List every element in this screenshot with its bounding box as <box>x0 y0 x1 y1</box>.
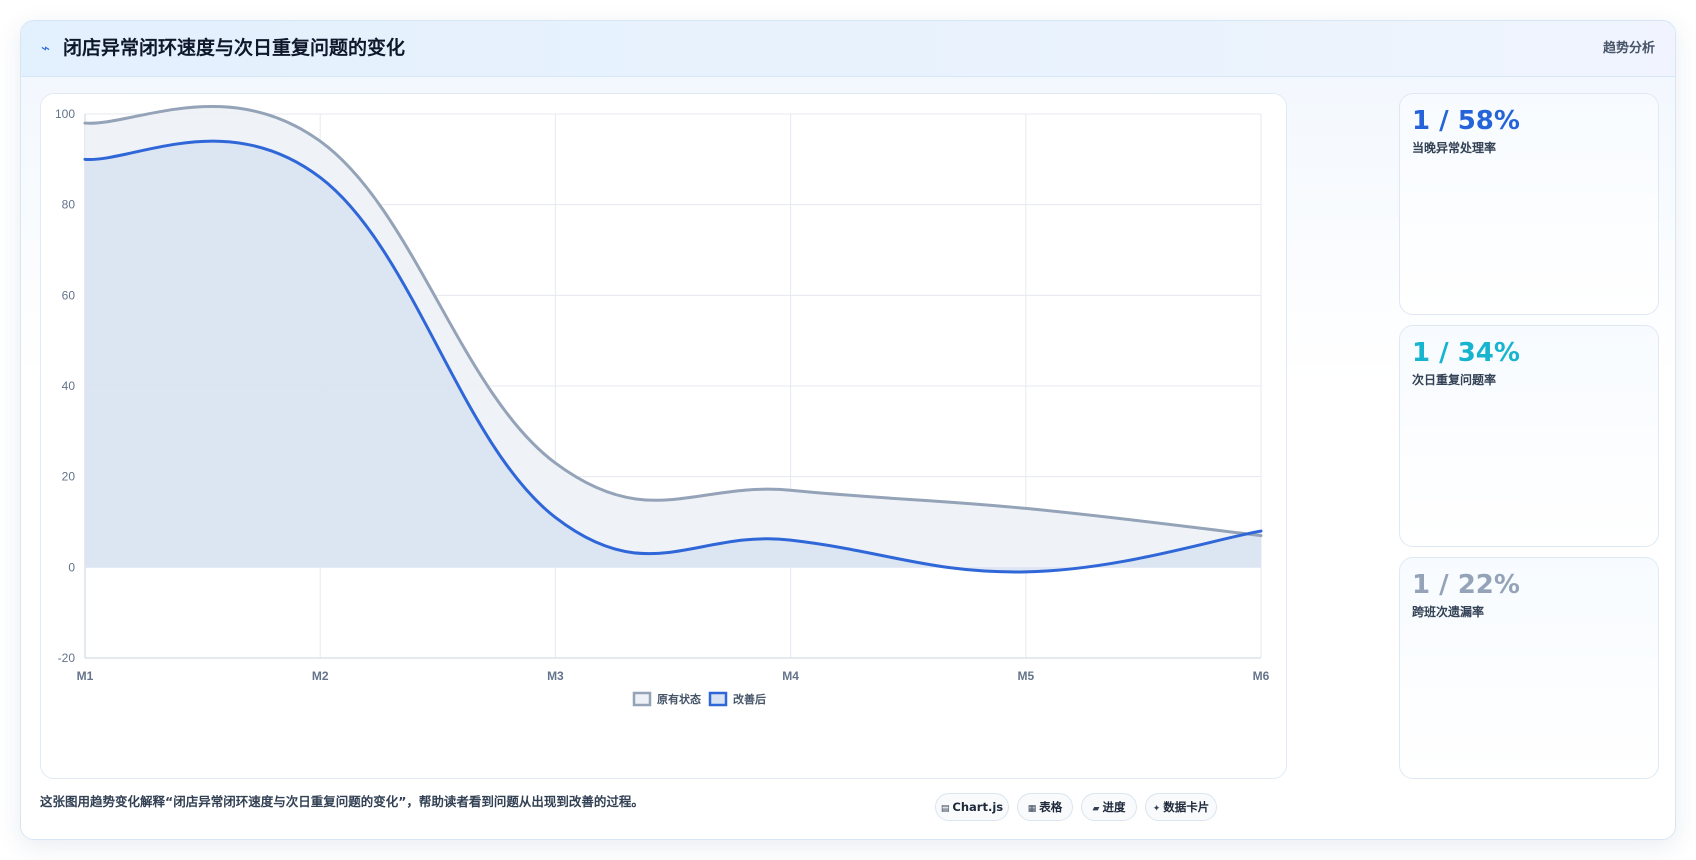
chip-progress[interactable]: ▰ 进度 <box>1081 793 1137 821</box>
progress-icon: ▰ <box>1092 804 1100 814</box>
chip-table[interactable]: ▦ 表格 <box>1017 793 1073 821</box>
legend-swatch <box>632 691 652 707</box>
stat-value-2: 1 / 34% <box>1412 338 1520 368</box>
y-tick-label: 0 <box>68 560 75 574</box>
y-tick-label: 80 <box>62 198 76 212</box>
x-tick-label: M5 <box>1017 669 1034 683</box>
chart-icon: ▤ <box>940 804 950 814</box>
chip-label: 进度 <box>1102 800 1126 814</box>
y-tick-label: 60 <box>62 288 76 302</box>
stat-label-3: 跨班次遗漏率 <box>1412 605 1485 619</box>
chart-card: ⌁ 闭店异常闭环速度与次日重复问题的变化 趋势分析 100 80 60 40 20 0 -2… <box>20 20 1676 840</box>
x-tick-label: M4 <box>782 669 799 683</box>
chip-data-card[interactable]: ✦ 数据卡片 <box>1145 793 1217 821</box>
y-tick-label: 100 <box>55 107 75 121</box>
y-tick-label: 40 <box>62 379 76 393</box>
x-tick-label: M6 <box>1253 669 1270 683</box>
card-tag: 趋势分析 <box>1602 41 1655 56</box>
x-tick-label: M1 <box>77 669 94 683</box>
stat-card-2: 1 / 34% 次日重复问题率 <box>1399 325 1659 547</box>
legend-swatch <box>708 691 728 707</box>
card-icon: ✦ <box>1152 804 1161 814</box>
y-tick-label: -20 <box>58 651 76 665</box>
stat-card-3: 1 / 22% 跨班次遗漏率 <box>1399 557 1659 779</box>
card-title: 闭店异常闭环速度与次日重复问题的变化 <box>63 37 406 59</box>
chart-caption: 这张图用趋势变化解释“闭店异常闭环速度与次日重复问题的变化”，帮助读者看到问题从… <box>40 794 644 809</box>
series-line-1 <box>83 105 1263 538</box>
series-line-2 <box>83 139 1263 574</box>
stat-label-2: 次日重复问题率 <box>1412 373 1497 387</box>
trend-icon: ⌁ <box>41 39 51 57</box>
chip-label: Chart.js <box>952 800 1004 814</box>
x-tick-label: M2 <box>312 669 329 683</box>
y-tick-label: 20 <box>62 470 76 484</box>
table-icon: ▦ <box>1027 804 1037 814</box>
series-area-2 <box>85 141 1261 572</box>
card-header: ⌁ 闭店异常闭环速度与次日重复问题的变化 趋势分析 <box>21 21 1675 77</box>
chart-panel: 100 80 60 40 20 0 -20 M1 M2 M3 M4 M5 M6 原有状态 改善后 <box>40 93 1287 779</box>
chip-label: 数据卡片 <box>1163 800 1210 814</box>
legend-label: 原有状态 <box>657 692 701 706</box>
legend-label: 改善后 <box>733 692 766 706</box>
chip-label: 表格 <box>1039 800 1063 814</box>
x-tick-label: M3 <box>547 669 564 683</box>
stat-value-1: 1 / 58% <box>1412 106 1520 136</box>
stat-label-1: 当晚异常处理率 <box>1412 141 1497 155</box>
chip-chartjs[interactable]: ▤ Chart.js <box>935 793 1009 821</box>
stat-card-1: 1 / 58% 当晚异常处理率 <box>1399 93 1659 315</box>
stat-value-3: 1 / 22% <box>1412 570 1520 600</box>
